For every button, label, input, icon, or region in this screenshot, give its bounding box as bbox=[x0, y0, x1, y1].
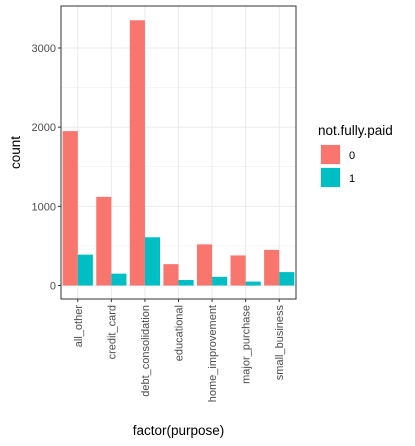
bar bbox=[279, 272, 294, 285]
y-tick-label: 1000 bbox=[32, 201, 56, 213]
y-axis-ticks: 0 1000 2000 3000 bbox=[32, 43, 61, 293]
x-tick-label: debt_consolidation bbox=[140, 305, 152, 397]
bar bbox=[145, 237, 160, 285]
bar bbox=[78, 255, 93, 286]
x-tick-label: home_improvement bbox=[207, 305, 219, 402]
y-axis-title: count bbox=[8, 136, 23, 169]
bar bbox=[111, 274, 126, 286]
bar bbox=[197, 244, 212, 285]
x-tick-label: credit_card bbox=[106, 305, 118, 359]
bar bbox=[264, 250, 279, 286]
bar bbox=[130, 20, 145, 285]
legend-title: not.fully.paid bbox=[318, 123, 393, 138]
bar bbox=[96, 197, 111, 286]
x-tick-label: all_other bbox=[73, 305, 85, 348]
y-tick-label: 2000 bbox=[32, 122, 56, 134]
x-axis-ticks: all_other credit_card debt_consolidation ed… bbox=[73, 299, 286, 402]
bar bbox=[63, 131, 78, 285]
y-tick-label: 3000 bbox=[32, 43, 56, 55]
legend-swatch bbox=[321, 168, 340, 187]
x-axis-title: factor(purpose) bbox=[133, 423, 225, 438]
bar bbox=[212, 277, 227, 286]
bar bbox=[163, 264, 178, 285]
x-tick-label: educational bbox=[174, 305, 186, 361]
bar bbox=[231, 255, 246, 285]
x-tick-label: major_purchase bbox=[241, 305, 253, 384]
bar bbox=[179, 280, 194, 286]
legend: not.fully.paid 0 1 bbox=[318, 123, 393, 188]
legend-label: 1 bbox=[349, 173, 355, 185]
legend-swatch bbox=[321, 145, 340, 164]
x-tick-label: small_business bbox=[274, 305, 286, 381]
y-tick-label: 0 bbox=[50, 281, 56, 293]
legend-label: 0 bbox=[349, 150, 355, 162]
bar bbox=[246, 282, 261, 286]
